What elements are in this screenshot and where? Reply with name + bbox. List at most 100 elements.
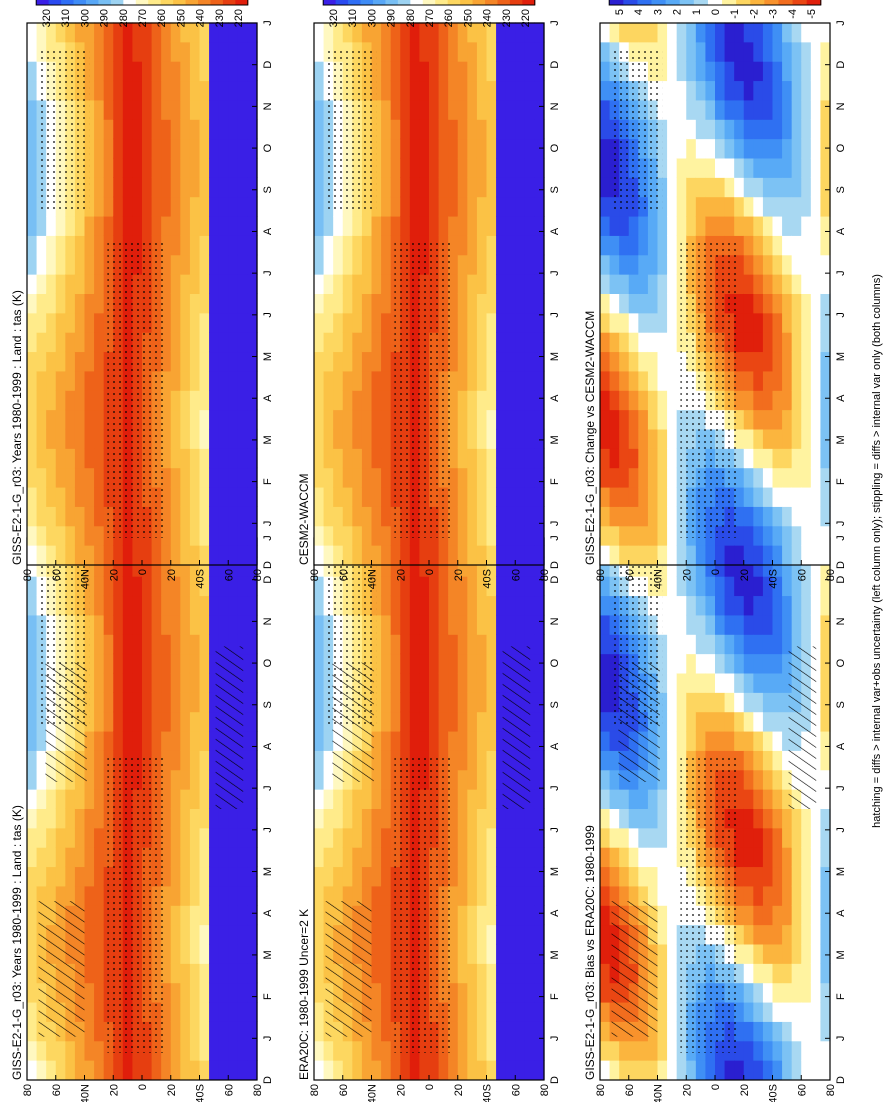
field-cell [657, 750, 668, 771]
field-cell [486, 370, 497, 391]
field-cell [27, 1040, 38, 1061]
field-cell [400, 614, 411, 635]
field-cell [667, 672, 678, 693]
field-cell [371, 789, 382, 809]
field-cell [381, 80, 392, 101]
field-cell [314, 672, 325, 693]
field-cell [667, 99, 678, 120]
x-tick-label: N [835, 617, 847, 625]
field-cell [657, 293, 668, 314]
field-cell [65, 370, 76, 391]
field-cell [180, 711, 191, 732]
field-cell [228, 254, 239, 275]
field-cell [55, 448, 66, 469]
field-cell [647, 409, 659, 430]
y-tick-label: 60 [796, 569, 808, 581]
field-cell [715, 61, 726, 82]
field-cell [753, 506, 764, 527]
x-tick-label: D [835, 576, 847, 584]
field-cell [228, 138, 239, 159]
field-cell [381, 1021, 392, 1042]
field-cell [734, 41, 745, 62]
field-cell [657, 390, 668, 411]
field-cell [457, 750, 468, 771]
field-cell [199, 808, 210, 829]
field-cell [467, 486, 478, 507]
field-cell [170, 545, 181, 565]
field-cell [705, 1060, 716, 1080]
field-cell [228, 1040, 239, 1061]
colorbar-swatch [385, 0, 399, 5]
field-cell [228, 924, 239, 945]
field-cell [782, 1060, 793, 1080]
field-cell [323, 789, 334, 809]
field-cell [419, 634, 430, 655]
field-cell [74, 428, 86, 449]
field-cell [667, 963, 678, 984]
field-cell [27, 525, 38, 546]
field-cell [810, 808, 822, 829]
field-cell [180, 119, 191, 140]
field-cell [791, 982, 802, 1003]
field-cell [361, 254, 373, 275]
field-cell [772, 885, 783, 906]
field-cell [810, 963, 822, 984]
field-cell [27, 138, 38, 159]
field-cell [753, 196, 764, 217]
field-cell [94, 614, 105, 635]
field-cell [667, 119, 678, 140]
field-cell [132, 119, 143, 140]
field-cell [333, 370, 344, 391]
field-cell [505, 351, 516, 372]
field-cell [218, 22, 229, 43]
field-cell [647, 506, 659, 527]
field-cell [476, 982, 488, 1003]
field-cell [342, 486, 353, 507]
field-cell [161, 61, 172, 82]
field-cell [55, 235, 66, 256]
field-cell [505, 22, 516, 43]
field-cell [600, 119, 611, 140]
field-cell [333, 22, 344, 43]
field-cell [65, 808, 76, 829]
field-cell [409, 99, 421, 120]
field-cell [609, 235, 620, 256]
field-cell [323, 215, 334, 236]
field-cell [534, 61, 545, 82]
field-cell [457, 99, 468, 120]
field-cell [84, 982, 95, 1003]
field-cell [801, 448, 812, 469]
field-cell [371, 885, 382, 906]
field-cell [103, 80, 114, 101]
field-cell [762, 22, 774, 43]
field-cell [199, 409, 210, 430]
field-cell [676, 99, 687, 120]
field-cell [247, 847, 258, 868]
field-cell [74, 506, 86, 527]
y-tick-label: 0 [137, 1084, 149, 1090]
field-cell [820, 1040, 831, 1061]
field-cell [782, 312, 793, 333]
field-cell [457, 157, 468, 178]
field-cell [142, 61, 153, 82]
field-cell [782, 525, 793, 546]
field-cell [84, 293, 95, 314]
field-cell [743, 138, 754, 159]
field-cell [476, 847, 488, 868]
field-cell [515, 177, 526, 198]
field-cell [600, 730, 611, 751]
field-cell [515, 235, 526, 256]
field-cell [94, 506, 105, 527]
x-tick-label: J [262, 1036, 274, 1042]
colorbar-tick-label: 250 [175, 9, 187, 27]
colorbar-tick-label: 280 [118, 9, 130, 27]
field-cell [429, 99, 440, 120]
field-cell [314, 885, 325, 906]
field-cell [476, 506, 488, 527]
field-cell [638, 1060, 649, 1080]
field-cell [390, 634, 401, 655]
field-cell [476, 885, 488, 906]
field-cell [457, 486, 468, 507]
field-cell [457, 692, 468, 713]
